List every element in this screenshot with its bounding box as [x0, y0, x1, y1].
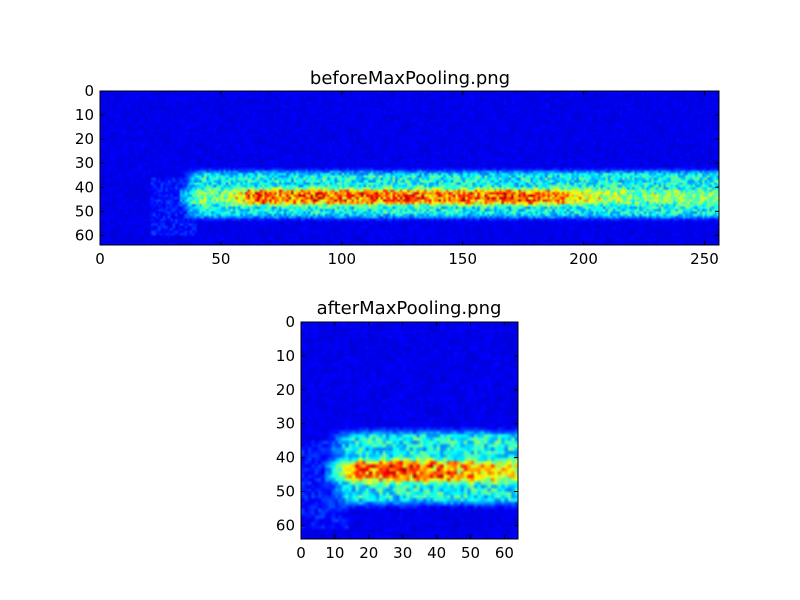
after-xtick-label: 60 [495, 544, 514, 562]
after-xtick-label: 50 [461, 544, 480, 562]
before-xtick-label: 50 [211, 250, 230, 268]
before-ytick-label: 30 [75, 154, 94, 172]
after-ytick-label: 10 [276, 347, 295, 365]
after-ytick-label: 50 [276, 483, 295, 501]
after-xtick-label: 0 [296, 544, 306, 562]
after-ytick-label: 40 [276, 449, 295, 467]
after-ytick-label: 20 [276, 381, 295, 399]
before-xtick-label: 150 [448, 250, 477, 268]
before-ytick-label: 50 [75, 202, 94, 220]
after-maxpooling-panel: afterMaxPooling.png 0 10 20 30 40 50 600102030… [276, 298, 519, 562]
after-maxpooling-frame [300, 321, 519, 540]
after-maxpooling-title: afterMaxPooling.png [317, 298, 502, 319]
before-ytick-label: 60 [75, 226, 94, 244]
before-maxpooling-panel: beforeMaxPooling.png 0 50 100 150 200 250 0 10 2… [75, 68, 720, 268]
before-ytick-label: 20 [75, 130, 94, 148]
after-xtick-label: 40 [427, 544, 446, 562]
after-ytick-label: 30 [276, 415, 295, 433]
before-xtick-label: 200 [569, 250, 598, 268]
before-ytick-label: 40 [75, 178, 94, 196]
before-ytick-label: 0 [84, 82, 94, 100]
after-ytick-label: 60 [276, 516, 295, 534]
before-xtick-label: 0 [95, 250, 105, 268]
before-maxpooling-title: beforeMaxPooling.png [310, 68, 510, 89]
after-ytick-label: 0 [285, 313, 295, 331]
before-xtick-label: 250 [690, 250, 719, 268]
before-maxpooling-ticks: 0 50 100 150 200 250 0 10 20 30 40 50 60 [75, 82, 719, 268]
after-xtick-label: 30 [393, 544, 412, 562]
before-maxpooling-frame [99, 90, 720, 246]
after-xtick-label: 10 [325, 544, 344, 562]
after-maxpooling-heatmap [301, 322, 518, 539]
after-xtick-label: 20 [359, 544, 378, 562]
before-xtick-label: 100 [327, 250, 356, 268]
before-ytick-label: 10 [75, 106, 94, 124]
before-maxpooling-heatmap [100, 91, 719, 245]
